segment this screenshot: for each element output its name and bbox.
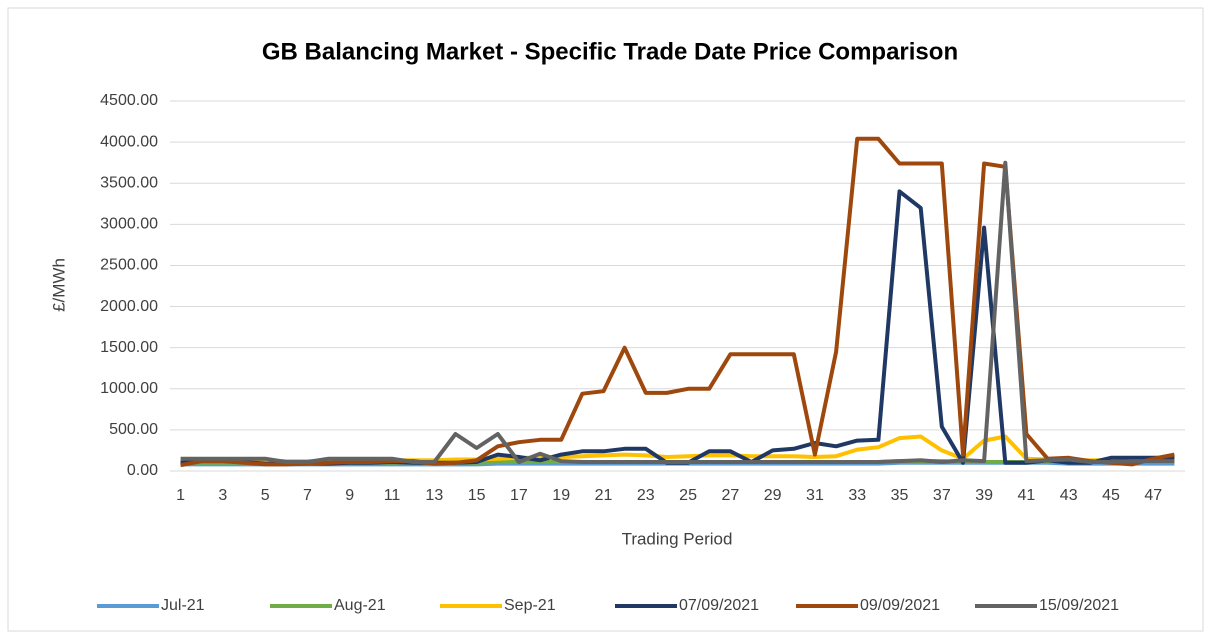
x-axis-label: Trading Period [622,529,733,548]
x-tick-label: 9 [345,487,354,504]
x-tick-label: 23 [637,487,655,504]
legend-label: 15/09/2021 [1039,597,1119,614]
legend-label: 09/09/2021 [860,597,940,614]
y-tick-label: 3500.00 [100,174,158,191]
x-tick-label: 19 [552,487,570,504]
legend-label: Jul-21 [161,597,205,614]
x-tick-label: 33 [848,487,866,504]
x-tick-label: 1 [176,487,185,504]
series-line [180,160,1175,464]
x-tick-label: 17 [510,487,528,504]
y-tick-label: 2500.00 [100,257,158,274]
x-tick-label: 41 [1018,487,1036,504]
x-tick-label: 47 [1144,487,1162,504]
x-tick-label: 11 [384,487,401,504]
x-tick-label: 37 [933,487,951,504]
y-tick-label: 3000.00 [100,216,158,233]
x-tick-label: 3 [218,487,227,504]
legend-label: Aug-21 [334,597,386,614]
x-tick-label: 29 [764,487,782,504]
x-tick-label: 15 [468,487,486,504]
x-tick-label: 25 [679,487,697,504]
y-axis-label: £/MWh [49,258,68,312]
legend-label: Sep-21 [504,597,556,614]
chart-title: GB Balancing Market - Specific Trade Dat… [262,38,958,65]
x-tick-label: 31 [806,487,824,504]
x-tick-label: 43 [1060,487,1078,504]
x-tick-label: 13 [425,487,443,504]
y-tick-label: 0.00 [127,462,158,479]
chart-frame [7,7,1204,632]
y-tick-label: 4500.00 [100,92,158,109]
x-tick-label: 21 [595,487,613,504]
y-tick-label: 500.00 [109,421,158,438]
x-tick-label: 39 [975,487,993,504]
y-tick-label: 1500.00 [100,339,158,356]
x-tick-label: 5 [261,487,270,504]
y-tick-label: 4000.00 [100,133,158,150]
y-tick-label: 2000.00 [100,298,158,315]
x-tick-label: 27 [721,487,739,504]
legend-label: 07/09/2021 [679,597,759,614]
x-tick-label: 45 [1102,487,1120,504]
y-tick-label: 1000.00 [100,380,158,397]
x-tick-label: 35 [891,487,909,504]
x-tick-label: 7 [303,487,312,504]
